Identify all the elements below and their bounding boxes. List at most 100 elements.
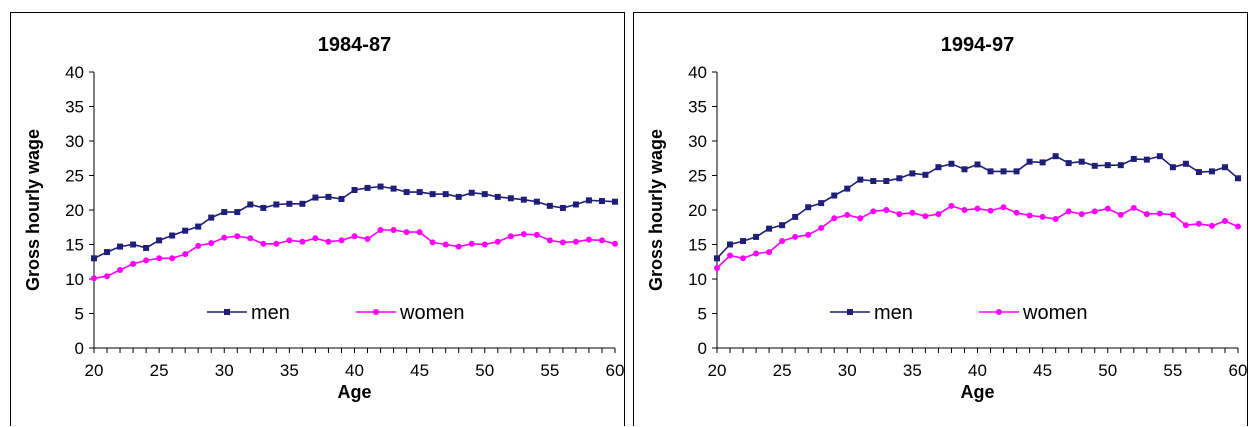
data-point-men bbox=[221, 209, 228, 216]
data-point-men bbox=[1208, 168, 1215, 175]
data-point-men bbox=[961, 166, 968, 173]
y-axis-title: Gross hourly wage bbox=[646, 129, 666, 291]
data-point-women bbox=[351, 233, 358, 240]
data-point-men bbox=[494, 193, 501, 200]
x-axis-title: Age bbox=[337, 382, 371, 402]
data-point-women bbox=[377, 227, 384, 234]
y-tick-label: 0 bbox=[698, 339, 707, 358]
y-axis-title: Gross hourly wage bbox=[23, 129, 43, 291]
data-point-men bbox=[922, 171, 929, 178]
data-point-men bbox=[1078, 158, 1085, 165]
legend-label-men: men bbox=[874, 302, 913, 324]
data-point-men bbox=[1052, 153, 1059, 160]
data-point-men bbox=[818, 200, 825, 207]
data-point-women bbox=[104, 273, 111, 280]
data-point-men bbox=[286, 200, 293, 207]
data-point-women bbox=[831, 215, 838, 222]
data-point-men bbox=[299, 200, 306, 207]
data-point-men bbox=[195, 223, 202, 230]
x-axis-title: Age bbox=[960, 382, 994, 402]
data-point-women bbox=[1182, 222, 1189, 229]
legend-marker-men bbox=[847, 309, 853, 315]
data-point-women bbox=[364, 235, 371, 242]
x-tick-label: 35 bbox=[280, 361, 299, 380]
data-point-men bbox=[1091, 162, 1098, 169]
data-point-men bbox=[507, 195, 514, 202]
data-point-women bbox=[481, 241, 488, 248]
y-tick-label: 15 bbox=[65, 236, 84, 255]
x-tick-label: 40 bbox=[968, 361, 987, 380]
y-tick-label: 20 bbox=[65, 201, 84, 220]
data-point-women bbox=[714, 264, 720, 271]
data-point-men bbox=[1039, 159, 1046, 166]
y-tick-label: 10 bbox=[65, 270, 84, 289]
data-point-women bbox=[273, 240, 280, 247]
y-tick-label: 15 bbox=[688, 236, 707, 255]
chart-panel-1994-97: 1994-97 0 5 10 15 20 25 30 35 40 20 25 30 35 40 45 50 55 6… bbox=[633, 12, 1248, 426]
data-point-women bbox=[442, 241, 449, 248]
y-tick-label: 20 bbox=[688, 201, 707, 220]
x-tick-label: 30 bbox=[838, 361, 857, 380]
data-point-men bbox=[91, 255, 97, 262]
data-point-men bbox=[1104, 162, 1111, 169]
data-point-women bbox=[727, 252, 734, 259]
data-point-women bbox=[1000, 204, 1007, 211]
series-line-men bbox=[93, 185, 616, 260]
x-tick-label: 50 bbox=[475, 361, 494, 380]
y-tick-label: 30 bbox=[65, 132, 84, 151]
x-tick-label: 35 bbox=[903, 361, 922, 380]
data-point-women bbox=[1104, 205, 1111, 212]
y-tick-label: 5 bbox=[75, 305, 84, 324]
x-tick-label: 45 bbox=[410, 361, 429, 380]
data-point-men bbox=[208, 214, 215, 221]
data-point-women bbox=[896, 211, 903, 218]
data-point-women bbox=[844, 211, 851, 218]
data-point-men bbox=[1143, 156, 1150, 163]
data-point-women bbox=[455, 243, 462, 250]
data-point-men bbox=[831, 192, 838, 199]
data-point-women bbox=[779, 238, 786, 245]
data-point-men bbox=[779, 222, 786, 229]
x-tick-label: 20 bbox=[85, 361, 104, 380]
data-point-men bbox=[740, 238, 747, 245]
data-point-men bbox=[1221, 164, 1228, 171]
data-point-men bbox=[844, 185, 851, 192]
data-point-men bbox=[612, 198, 618, 205]
x-tick-label: 55 bbox=[1163, 361, 1182, 380]
y-tick-label: 25 bbox=[65, 167, 84, 186]
data-point-men bbox=[1195, 169, 1202, 176]
x-tick-label: 40 bbox=[345, 361, 364, 380]
data-point-men bbox=[598, 198, 605, 205]
data-point-men bbox=[909, 170, 916, 177]
data-point-women bbox=[948, 202, 955, 209]
data-point-women bbox=[857, 215, 864, 222]
data-point-women bbox=[961, 207, 968, 213]
data-point-women bbox=[182, 251, 189, 258]
data-point-women bbox=[935, 211, 942, 218]
data-point-men bbox=[792, 213, 799, 220]
data-point-women bbox=[91, 275, 97, 282]
data-point-men bbox=[753, 233, 760, 240]
data-point-men bbox=[559, 204, 566, 211]
y-tick-label: 35 bbox=[65, 98, 84, 117]
data-point-women bbox=[299, 238, 306, 245]
data-point-men bbox=[546, 202, 553, 209]
data-point-women bbox=[974, 205, 981, 212]
data-point-men bbox=[169, 232, 176, 239]
data-point-men bbox=[364, 184, 371, 191]
data-point-women bbox=[1013, 209, 1020, 216]
data-point-men bbox=[442, 191, 449, 198]
x-tick-label: 25 bbox=[773, 361, 792, 380]
y-tick-label: 40 bbox=[65, 63, 84, 82]
x-tick-label: 20 bbox=[708, 361, 727, 380]
data-point-women bbox=[559, 239, 566, 246]
data-point-men bbox=[1182, 160, 1189, 167]
data-point-women bbox=[143, 257, 150, 264]
data-point-women bbox=[612, 240, 618, 247]
data-point-women bbox=[1195, 220, 1202, 227]
data-point-men bbox=[312, 194, 319, 201]
data-point-women bbox=[429, 239, 436, 246]
data-point-men bbox=[481, 191, 488, 198]
data-point-men bbox=[572, 201, 579, 208]
y-tick-label: 25 bbox=[688, 167, 707, 186]
